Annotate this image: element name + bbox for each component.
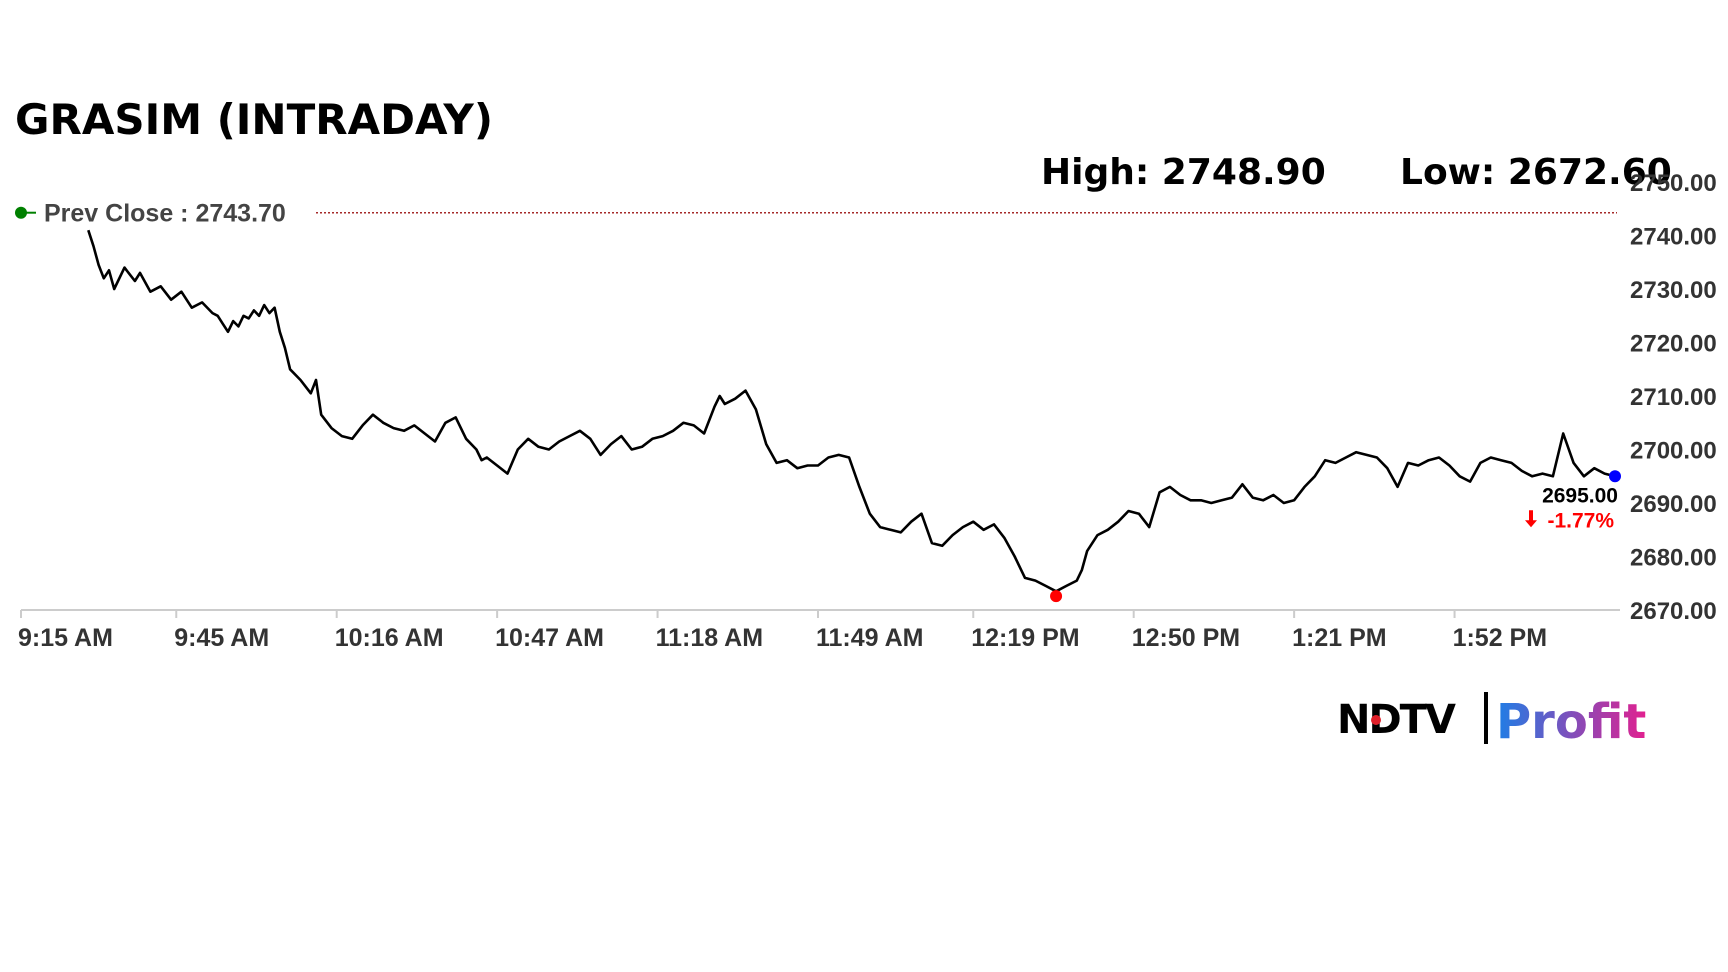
y-tick-label: 2670.00 [1630,598,1717,625]
y-tick-label: 2750.00 [1630,170,1717,197]
x-tick-labels: 9:15 AM 9:45 AM 10:16 AM 10:47 AM 11:18 AM 11… [18,610,1547,652]
ndtv-profit-logo: NDTV Profit [1337,692,1646,750]
change-indicator: -1.77% [1525,509,1614,532]
y-tick-label: 2740.00 [1630,224,1717,251]
low-label: Low: 2672.60 [1400,152,1672,193]
y-tick-label: 2690.00 [1630,491,1717,518]
last-price-label: 2695.00 [1542,484,1618,507]
y-tick-label: 2710.00 [1630,384,1717,411]
logo-red-dot [1371,715,1381,725]
prev-close-label: Prev Close : 2743.70 [44,200,286,228]
high-label: High: 2748.90 [1041,152,1326,193]
y-tick-label: 2720.00 [1630,331,1717,358]
price-series-line [87,229,1616,593]
x-tick-label: 10:47 AM [495,624,604,652]
last-price-marker [1609,470,1621,483]
x-tick-label: 10:16 AM [335,624,444,652]
y-tick-label: 2700.00 [1630,438,1717,465]
y-tick-label: 2680.00 [1630,545,1717,572]
day-low-marker [1050,590,1063,603]
x-tick-label: 9:45 AM [174,624,269,652]
logo-divider [1484,692,1488,744]
x-tick-label: 11:49 AM [816,624,923,652]
logo-ndtv: NDTV [1337,697,1456,743]
change-percent-label: -1.77% [1547,509,1614,532]
prev-close-marker: Prev Close : 2743.70 [15,200,1617,228]
x-tick-label: 11:18 AM [656,624,763,652]
x-tick-label: 1:21 PM [1292,624,1386,652]
y-axis: 2750.00 2740.00 2730.00 2720.00 2710.00 2700.… [1630,170,1717,625]
x-tick-label: 12:50 PM [1132,624,1240,652]
logo-profit: Profit [1496,694,1646,750]
chart-title: GRASIM (INTRADAY) [15,95,493,144]
x-tick-label: 12:19 PM [971,624,1079,652]
down-arrow-icon [1525,510,1537,528]
x-tick-label: 1:52 PM [1453,624,1547,652]
y-tick-label: 2730.00 [1630,277,1717,304]
x-tick-label: 9:15 AM [18,624,113,652]
